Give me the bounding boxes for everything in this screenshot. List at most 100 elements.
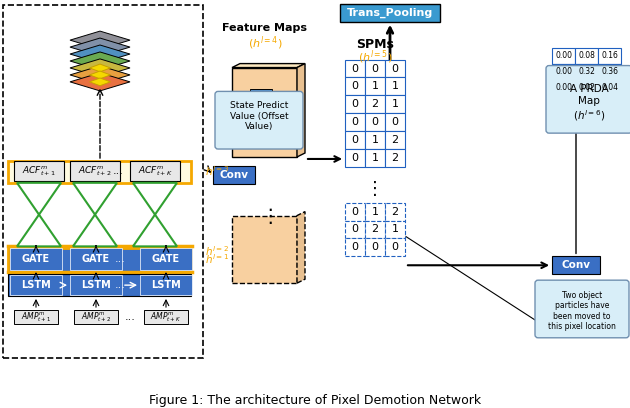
Bar <box>14 161 64 181</box>
Text: $h^{l=2}$: $h^{l=2}$ <box>205 244 229 258</box>
Bar <box>365 149 385 167</box>
Text: GATE: GATE <box>82 254 110 264</box>
Text: ⋮: ⋮ <box>366 180 384 198</box>
Bar <box>70 161 120 181</box>
Bar <box>345 221 365 238</box>
Polygon shape <box>89 78 110 86</box>
Text: Trans_Pooling: Trans_Pooling <box>347 8 433 18</box>
Text: LSTM: LSTM <box>151 280 181 290</box>
Polygon shape <box>89 71 110 79</box>
Text: ⋮: ⋮ <box>260 207 280 226</box>
Bar <box>365 113 385 131</box>
Text: 0: 0 <box>391 64 399 73</box>
Text: 1: 1 <box>372 135 379 145</box>
Bar <box>345 149 365 167</box>
Bar <box>144 310 188 324</box>
Bar <box>598 48 621 64</box>
Text: $AMP^m_{t+K}$: $AMP^m_{t+K}$ <box>151 310 181 324</box>
Bar <box>8 274 191 296</box>
Text: 0.16: 0.16 <box>601 51 618 60</box>
Text: 0.00: 0.00 <box>555 51 572 60</box>
Polygon shape <box>70 45 130 63</box>
Text: 2: 2 <box>391 206 399 217</box>
Polygon shape <box>133 215 177 246</box>
Bar <box>575 48 598 64</box>
Text: GATE: GATE <box>152 254 180 264</box>
Text: Two object
particles have
been moved to
this pixel location: Two object particles have been moved to … <box>548 291 616 331</box>
Text: 0: 0 <box>391 117 399 127</box>
Text: A PRDA
Map
$(h^{l=6})$: A PRDA Map $(h^{l=6})$ <box>570 84 609 123</box>
Bar <box>140 248 192 270</box>
Bar <box>365 78 385 95</box>
Bar <box>130 161 180 181</box>
Text: 0: 0 <box>352 206 358 217</box>
Polygon shape <box>70 59 130 77</box>
Text: 1: 1 <box>372 206 379 217</box>
Bar <box>552 80 575 95</box>
Bar <box>74 310 118 324</box>
FancyBboxPatch shape <box>215 91 303 149</box>
Text: ...: ... <box>125 312 135 322</box>
Polygon shape <box>70 52 130 70</box>
Bar <box>385 149 405 167</box>
Text: 0: 0 <box>352 117 358 127</box>
Text: $ACF^m_{t+1}$: $ACF^m_{t+1}$ <box>22 164 56 177</box>
Bar <box>3 5 203 358</box>
Text: 1: 1 <box>391 99 399 109</box>
Bar <box>365 131 385 149</box>
Bar <box>8 248 191 272</box>
Bar <box>232 68 297 157</box>
Polygon shape <box>70 73 130 91</box>
Bar <box>575 64 598 80</box>
Text: 1: 1 <box>391 224 399 235</box>
Text: 0: 0 <box>352 242 358 253</box>
Polygon shape <box>17 215 61 246</box>
Polygon shape <box>89 64 110 72</box>
Bar <box>385 221 405 238</box>
Text: ...: ... <box>115 254 125 264</box>
Text: 0: 0 <box>352 82 358 91</box>
Bar <box>385 78 405 95</box>
Text: LSTM: LSTM <box>81 280 111 290</box>
Bar <box>250 89 272 109</box>
Text: $(h^{l=4})$: $(h^{l=4})$ <box>248 34 282 51</box>
Bar <box>385 95 405 113</box>
Text: Conv: Conv <box>561 260 590 270</box>
Text: 0: 0 <box>352 99 358 109</box>
Text: $AMP^m_{t+2}$: $AMP^m_{t+2}$ <box>81 310 111 324</box>
Text: 0: 0 <box>372 242 379 253</box>
Bar <box>552 256 600 274</box>
Text: ...: ... <box>113 166 123 176</box>
Text: 0.36: 0.36 <box>601 67 618 76</box>
Text: $(h^{l=5})$: $(h^{l=5})$ <box>358 49 392 67</box>
Bar <box>552 64 575 80</box>
Bar <box>213 166 255 184</box>
Text: Figure 1: The architecture of Pixel Demotion Network: Figure 1: The architecture of Pixel Demo… <box>149 394 481 407</box>
Bar <box>385 60 405 78</box>
Text: 0.00: 0.00 <box>555 67 572 76</box>
Bar <box>385 238 405 256</box>
Text: ...: ... <box>115 280 125 290</box>
Text: 0.32: 0.32 <box>578 67 595 76</box>
Bar <box>552 48 575 64</box>
Bar <box>345 238 365 256</box>
Text: 0.02: 0.02 <box>578 83 595 92</box>
Text: 2: 2 <box>391 153 399 163</box>
FancyBboxPatch shape <box>535 280 629 338</box>
Text: Feature Maps: Feature Maps <box>222 23 307 33</box>
Text: $AMP^m_{t+1}$: $AMP^m_{t+1}$ <box>21 310 51 324</box>
Polygon shape <box>133 183 177 215</box>
Text: 0: 0 <box>352 64 358 73</box>
Bar <box>345 131 365 149</box>
Polygon shape <box>70 31 130 49</box>
Text: 0: 0 <box>391 242 399 253</box>
Text: 1: 1 <box>372 82 379 91</box>
Bar <box>385 203 405 221</box>
Bar <box>10 248 62 270</box>
Polygon shape <box>73 183 117 215</box>
Text: 0: 0 <box>372 64 379 73</box>
Bar <box>345 113 365 131</box>
Text: 0.00: 0.00 <box>555 83 572 92</box>
Polygon shape <box>73 215 117 246</box>
Text: 2: 2 <box>372 224 379 235</box>
